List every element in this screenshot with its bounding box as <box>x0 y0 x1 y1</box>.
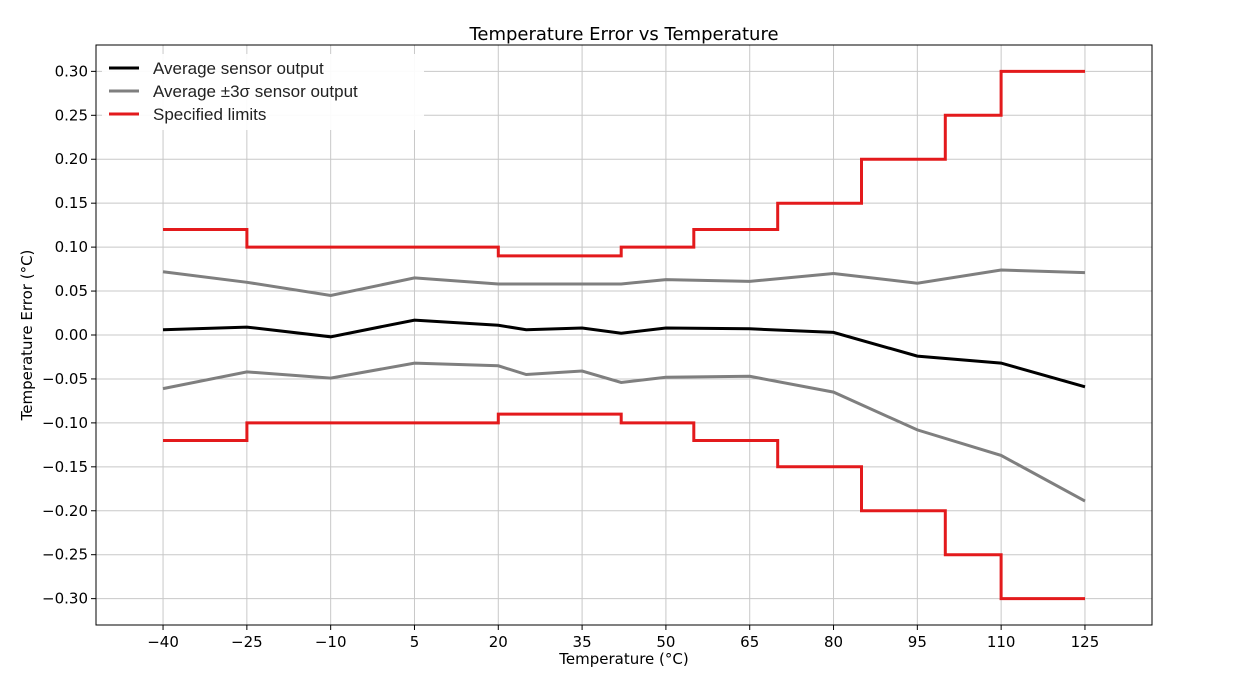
y-tick-label: 0.25 <box>55 106 88 124</box>
x-tick-label: 5 <box>410 633 420 651</box>
x-tick-label: −10 <box>315 633 347 651</box>
y-tick-label: −0.05 <box>42 370 88 388</box>
x-tick-label: 80 <box>824 633 843 651</box>
y-tick-label: 0.00 <box>55 326 88 344</box>
series-line-minus3sigma <box>162 361 1086 503</box>
x-tick-label: 65 <box>740 633 759 651</box>
legend-label-3sigma: Average ±3σ sensor output <box>153 82 358 101</box>
series-line-plus3sigma <box>162 268 1086 298</box>
x-tick-label: −25 <box>231 633 263 651</box>
y-tick-label: −0.30 <box>42 590 88 608</box>
series-line-average <box>162 318 1086 389</box>
series-layer <box>162 69 1086 601</box>
y-tick-label: 0.05 <box>55 282 88 300</box>
y-tick-label: −0.15 <box>42 458 88 476</box>
legend-label-average: Average sensor output <box>153 59 324 78</box>
legend: Average sensor output Average ±3σ sensor… <box>102 54 424 130</box>
series-line-upper-limit <box>163 69 1085 258</box>
x-tick-label: −40 <box>147 633 179 651</box>
y-tick-label: −0.10 <box>42 414 88 432</box>
y-tick-label: −0.25 <box>42 546 88 564</box>
x-tick-label: 95 <box>908 633 927 651</box>
chart-title: Temperature Error vs Temperature <box>468 24 778 45</box>
x-axis-label: Temperature (°C) <box>558 650 688 668</box>
x-tick-label: 35 <box>573 633 592 651</box>
legend-box <box>102 54 424 130</box>
y-tick-label: −0.20 <box>42 502 88 520</box>
x-tick-label: 125 <box>1071 633 1100 651</box>
x-tick-label: 110 <box>987 633 1016 651</box>
series-line-lower-limit <box>163 412 1085 601</box>
x-tick-label: 50 <box>656 633 675 651</box>
y-tick-label: 0.20 <box>55 150 88 168</box>
y-tick-label: 0.30 <box>55 62 88 80</box>
tick-layer: −40 −25 −10 5 20 35 50 65 80 95 110 125 0.30 0.25 0.20… <box>42 62 1099 651</box>
x-tick-label: 20 <box>489 633 508 651</box>
grid-layer <box>96 45 1152 625</box>
legend-label-limits: Specified limits <box>153 105 266 124</box>
y-tick-label: 0.15 <box>55 194 88 212</box>
y-axis-label: Temperature Error (°C) <box>18 250 36 422</box>
y-tick-label: 0.10 <box>55 238 88 256</box>
